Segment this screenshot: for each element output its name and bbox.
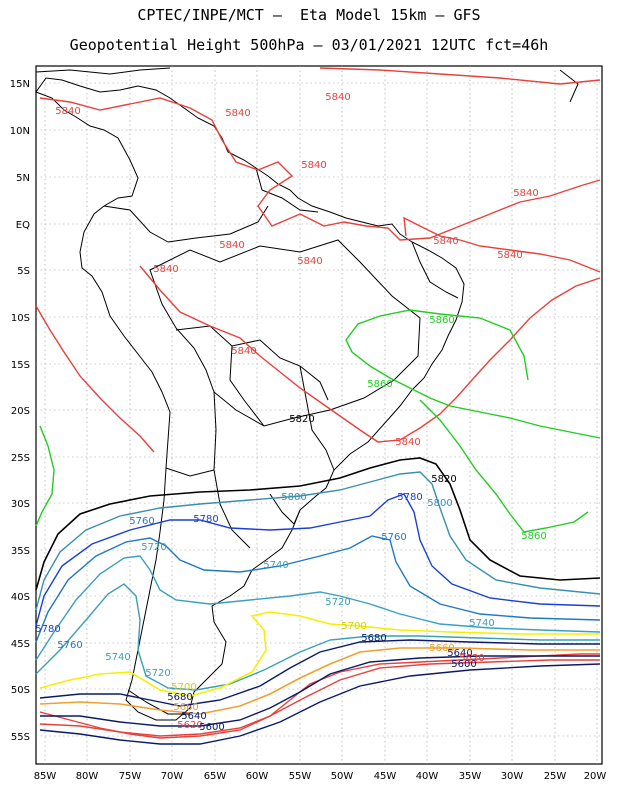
contour-label: 5720 [145, 668, 170, 679]
contour-label: 5840 [55, 106, 80, 117]
contour-label: 5780 [397, 492, 422, 503]
lon-label: 25W [544, 771, 567, 782]
contour-label: 5860 [429, 315, 454, 326]
contour-label: 5840 [297, 256, 322, 267]
lat-label: 10S [11, 313, 30, 324]
lon-label: 45W [374, 771, 397, 782]
latitude-labels: 15N 10N 5N EQ 5S 10S 15S 20S 25S 30S 35S… [10, 79, 30, 743]
lat-label: 30S [11, 499, 30, 510]
contour-label: 5840 [225, 108, 250, 119]
contour-label: 5720 [141, 542, 166, 553]
contour-label: 5820 [289, 414, 314, 425]
lat-label: 35S [11, 546, 30, 557]
lat-label: 40S [11, 592, 30, 603]
contour-label: 5860 [367, 379, 392, 390]
lon-label: 75W [119, 771, 142, 782]
lon-label: 40W [416, 771, 439, 782]
lat-label: 15S [11, 360, 30, 371]
contour-label: 5760 [129, 516, 154, 527]
contour-label: 5740 [263, 560, 288, 571]
contour-label: 5760 [381, 532, 406, 543]
longitude-labels: 85W 80W 75W 70W 65W 60W 55W 50W 45W 40W … [34, 771, 607, 782]
contour-label: 5840 [513, 188, 538, 199]
contour-label: 5800 [427, 498, 452, 509]
lat-label: 55S [11, 732, 30, 743]
lat-label: 20S [11, 406, 30, 417]
contour-label: 5840 [153, 264, 178, 275]
contour-label: 5840 [219, 240, 244, 251]
contour-label: 5740 [105, 652, 130, 663]
contour-label: 5720 [325, 597, 350, 608]
contour-label: 5840 [433, 236, 458, 247]
lon-label: 60W [246, 771, 269, 782]
contour-label: 5760 [57, 640, 82, 651]
contour-label: 5840 [497, 250, 522, 261]
lon-label: 30W [501, 771, 524, 782]
lon-label: 50W [331, 771, 354, 782]
contour-label: 5840 [301, 160, 326, 171]
lon-label: 65W [204, 771, 227, 782]
lat-label: 15N [10, 79, 30, 90]
lat-label: EQ [16, 220, 30, 231]
lon-label: 80W [76, 771, 99, 782]
lat-label: 25S [11, 453, 30, 464]
contour-label: 5680 [361, 633, 386, 644]
lat-label: 50S [11, 685, 30, 696]
lon-label: 55W [289, 771, 312, 782]
contour-label: 5700 [341, 621, 366, 632]
contour-label: 5840 [231, 346, 256, 357]
contour-label: 5840 [395, 437, 420, 448]
contour-label: 5820 [431, 474, 456, 485]
contour-label: 5800 [281, 492, 306, 503]
contour-label: 5780 [35, 624, 60, 635]
lat-label: 5S [17, 266, 30, 277]
lon-label: 70W [161, 771, 184, 782]
lon-label: 20W [584, 771, 607, 782]
contour-label: 5860 [521, 531, 546, 542]
contour-label: 5740 [469, 618, 494, 629]
lat-label: 5N [16, 173, 30, 184]
contour-label: 5600 [451, 659, 476, 670]
lat-label: 45S [11, 639, 30, 650]
contour-label: 5600 [199, 722, 224, 733]
lon-label: 35W [459, 771, 482, 782]
contour-label: 5780 [193, 514, 218, 525]
lat-label: 10N [10, 126, 30, 137]
contour-label: 5840 [325, 92, 350, 103]
lon-label: 85W [34, 771, 57, 782]
